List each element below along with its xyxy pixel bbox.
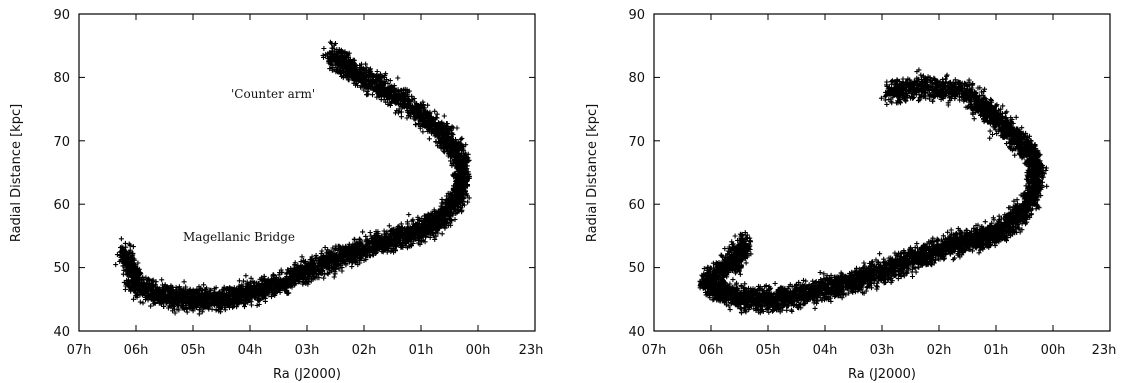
x-tick-label: 23h xyxy=(1092,343,1117,358)
ticks-right xyxy=(653,13,1111,332)
x-tick-label: 03h xyxy=(295,343,320,358)
y-axis-title: Radial Distance [kpc] xyxy=(585,104,600,242)
y-tick-label: 50 xyxy=(53,261,70,276)
scatter-points-right xyxy=(697,67,1050,316)
x-tick-label: 00h xyxy=(1041,343,1066,358)
x-axis-title: Ra (J2000) xyxy=(848,367,916,382)
y-tick-label: 60 xyxy=(628,198,645,213)
x-tick-label: 07h xyxy=(642,343,667,358)
x-tick-label: 02h xyxy=(352,343,377,358)
x-tick-label: 04h xyxy=(238,343,263,358)
x-tick-label: 05h xyxy=(756,343,781,358)
x-tick-label: 03h xyxy=(870,343,895,358)
scatter-markers xyxy=(113,39,472,317)
y-tick-label: 40 xyxy=(53,325,70,340)
y-tick-label: 60 xyxy=(53,198,70,213)
x-tick-label: 05h xyxy=(181,343,206,358)
y-tick-label: 90 xyxy=(53,8,70,23)
x-tick-label: 07h xyxy=(67,343,92,358)
y-tick-label: 80 xyxy=(53,71,70,86)
x-tick-label: 06h xyxy=(699,343,724,358)
x-tick-label: 06h xyxy=(124,343,149,358)
y-tick-label: 70 xyxy=(53,135,70,150)
scatter-points-left xyxy=(113,39,472,317)
y-tick-labels-left: 40 50 60 70 80 90 xyxy=(53,8,70,340)
y-tick-label: 40 xyxy=(628,325,645,340)
ticks-left xyxy=(78,13,536,332)
y-axis-title: Radial Distance [kpc] xyxy=(9,104,24,242)
x-tick-label: 01h xyxy=(409,343,434,358)
x-tick-label: 02h xyxy=(927,343,952,358)
y-tick-labels-right: 40 50 60 70 80 90 xyxy=(628,8,645,340)
annotation-counter-arm: 'Counter arm' xyxy=(231,87,315,101)
y-tick-label: 70 xyxy=(628,135,645,150)
x-axis-title: Ra (J2000) xyxy=(273,367,341,382)
left-panel: 07h 06h 05h 04h 03h 02h 01h 00h 23h 40 5… xyxy=(9,8,543,382)
y-tick-label: 50 xyxy=(628,261,645,276)
x-tick-labels-right: 07h 06h 05h 04h 03h 02h 01h 00h 23h xyxy=(642,343,1117,358)
x-tick-label: 01h xyxy=(984,343,1009,358)
x-tick-label: 04h xyxy=(813,343,838,358)
y-tick-label: 80 xyxy=(628,71,645,86)
scatter-markers xyxy=(697,67,1050,316)
right-panel: 07h 06h 05h 04h 03h 02h 01h 00h 23h 40 5… xyxy=(585,8,1116,382)
x-tick-label: 23h xyxy=(519,343,544,358)
x-tick-label: 00h xyxy=(466,343,491,358)
x-tick-labels-left: 07h 06h 05h 04h 03h 02h 01h 00h 23h xyxy=(67,343,544,358)
y-tick-label: 90 xyxy=(628,8,645,23)
annotation-magellanic-bridge: Magellanic Bridge xyxy=(183,230,295,244)
